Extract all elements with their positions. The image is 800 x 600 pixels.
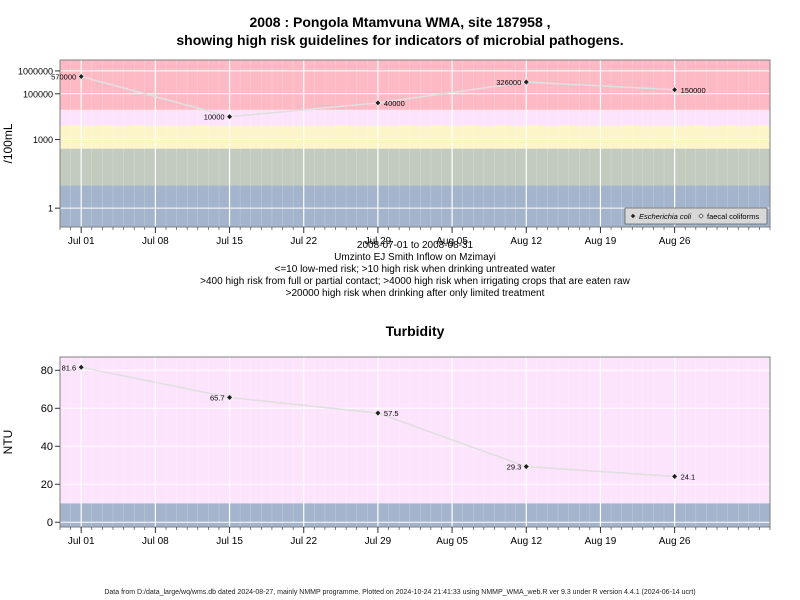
- microbial-data-point: [374, 99, 382, 107]
- microbial-y-tick-label: 1000000: [18, 66, 53, 76]
- microbial-y-tick-label: 1: [48, 204, 53, 214]
- turbidity-data-label: 24.1: [681, 472, 696, 481]
- microbial-y-tick-label: 1000: [33, 135, 53, 145]
- subtitle-guideline-3: >20000 high risk when drinking after onl…: [285, 288, 545, 299]
- turbidity-y-tick-label: 40: [41, 441, 53, 453]
- turbidity-data-point: [374, 409, 382, 417]
- microbial-data-point: [671, 86, 679, 94]
- microbial-x-tick-label: Jul 01: [68, 236, 95, 247]
- turbidity-x-tick-label: Aug 26: [659, 536, 691, 547]
- microbial-x-tick-label: Jul 29: [365, 236, 392, 247]
- microbial-y-axis-label: /100mL: [1, 123, 15, 163]
- microbial-x-tick-label: Aug 12: [510, 236, 542, 247]
- turbidity-risk-band-0: [60, 503, 770, 527]
- microbial-x-tick-label: Aug 05: [436, 236, 468, 247]
- microbial-risk-band-4: [60, 60, 770, 110]
- turbidity-x-tick-label: Jul 29: [365, 536, 392, 547]
- footer-note: Data from D:/data_large/wq/wms.db dated …: [104, 589, 696, 596]
- turbidity-x-tick-label: Jul 22: [290, 536, 317, 547]
- chart-title-line1: 2008 : Pongola Mtamvuna WMA, site 187958…: [249, 14, 551, 30]
- turbidity-y-tick-label: 60: [41, 403, 53, 415]
- turbidity-x-tick-label: Aug 12: [510, 536, 542, 547]
- turbidity-x-tick-label: Jul 15: [216, 536, 243, 547]
- turbidity-plot-frame: [59, 356, 771, 528]
- microbial-x-tick-label: Aug 19: [585, 236, 617, 247]
- turbidity-title: Turbidity: [385, 323, 445, 339]
- turbidity-data-label: 81.6: [62, 363, 77, 372]
- subtitle-guideline-1: <=10 low-med risk; >10 high risk when dr…: [274, 264, 556, 275]
- subtitle-guideline-2: >400 high risk from full or partial cont…: [200, 276, 630, 287]
- turbidity-data-label: 29.3: [507, 463, 522, 472]
- microbial-legend-marker-faecal: [698, 213, 704, 219]
- microbial-data-label: 570000: [51, 72, 76, 81]
- microbial-x-tick-label: Aug 26: [659, 236, 691, 247]
- microbial-x-tick-label: Jul 08: [142, 236, 169, 247]
- microbial-data-label: 326000: [496, 78, 521, 87]
- turbidity-x-tick-label: Aug 05: [436, 536, 468, 547]
- microbial-y-tick-label: 100000: [23, 89, 53, 99]
- microbial-data-point: [522, 78, 530, 86]
- microbial-x-tick-label: Jul 22: [290, 236, 317, 247]
- microbial-data-label: 150000: [681, 86, 706, 95]
- turbidity-y-tick-label: 80: [41, 365, 53, 377]
- microbial-legend-label-ecoli: Escherichia coli: [639, 212, 691, 221]
- microbial-x-tick-label: Jul 15: [216, 236, 243, 247]
- microbial-plot-frame: [59, 59, 771, 228]
- microbial-risk-band-2: [60, 125, 770, 149]
- turbidity-y-axis-label: NTU: [1, 430, 15, 455]
- turbidity-data-point: [226, 394, 233, 401]
- turbidity-data-point: [671, 473, 679, 480]
- microbial-risk-band-3: [60, 109, 770, 126]
- microbial-data-point: [226, 113, 233, 121]
- microbial-legend-label-faecal: faecal coliforms: [707, 212, 759, 221]
- subtitle-site-name: Umzinto EJ Smith Inflow on Mzimayi: [334, 252, 496, 263]
- microbial-risk-band-1: [60, 148, 770, 186]
- chart-title-line2: showing high risk guidelines for indicat…: [176, 32, 624, 48]
- turbidity-data-label: 65.7: [210, 393, 225, 402]
- microbial-legend-box: [624, 207, 768, 225]
- microbial-data-label: 10000: [204, 113, 225, 122]
- turbidity-data-point: [77, 363, 85, 371]
- turbidity-x-tick-label: Jul 08: [142, 536, 169, 547]
- microbial-legend-marker-ecoli: [630, 213, 636, 219]
- turbidity-y-tick-label: 0: [47, 517, 53, 529]
- microbial-data-point: [77, 73, 85, 80]
- turbidity-risk-band-1: [60, 357, 770, 504]
- subtitle-date-range: 2008-07-01 to 2008-08-31: [356, 240, 474, 251]
- turbidity-y-tick-label: 20: [41, 479, 53, 491]
- turbidity-data-label: 57.5: [384, 409, 399, 418]
- microbial-data-label: 40000: [384, 99, 405, 108]
- turbidity-data-point: [522, 463, 530, 471]
- turbidity-x-tick-label: Aug 19: [585, 536, 617, 547]
- turbidity-x-tick-label: Jul 01: [68, 536, 95, 547]
